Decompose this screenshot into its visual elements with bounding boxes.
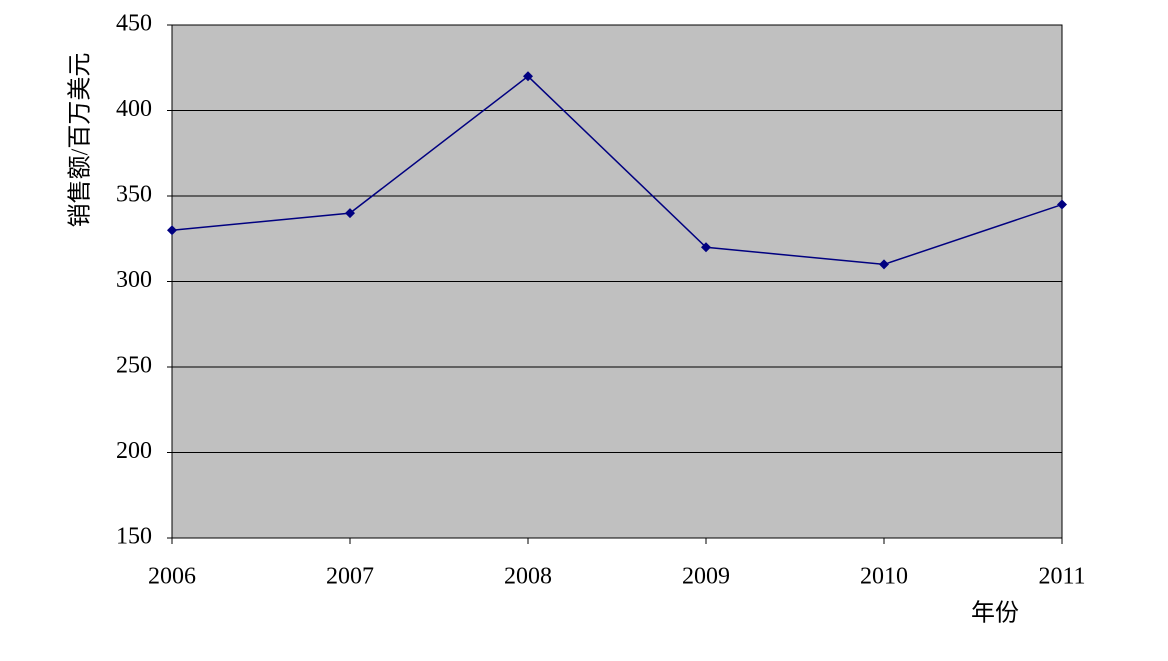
data-point — [167, 225, 177, 236]
y-tick-label: 450 — [116, 11, 152, 37]
y-tick-label: 400 — [116, 96, 152, 122]
y-tick-label: 150 — [116, 524, 152, 550]
x-tick-label: 2009 — [682, 564, 730, 590]
x-tick-label: 2011 — [1038, 564, 1085, 590]
data-point — [879, 259, 889, 270]
x-axis-label: 年份 — [971, 600, 1019, 627]
y-tick-label: 300 — [116, 267, 152, 293]
y-tick-label: 350 — [116, 182, 152, 208]
x-tick-label: 2006 — [148, 564, 196, 590]
y-tick-label: 200 — [116, 438, 152, 464]
data-point — [1057, 199, 1067, 210]
y-axis-label: 销售额/百万美元 — [67, 53, 94, 228]
x-tick-label: 2007 — [326, 564, 374, 590]
data-point — [523, 71, 533, 82]
data-point — [345, 208, 355, 219]
x-tick-label: 2008 — [504, 564, 552, 590]
y-tick-label: 250 — [116, 353, 152, 379]
plot-border — [171, 24, 1063, 539]
data-point — [701, 242, 711, 253]
x-tick-label: 2010 — [860, 564, 908, 590]
series-line — [171, 75, 1063, 266]
